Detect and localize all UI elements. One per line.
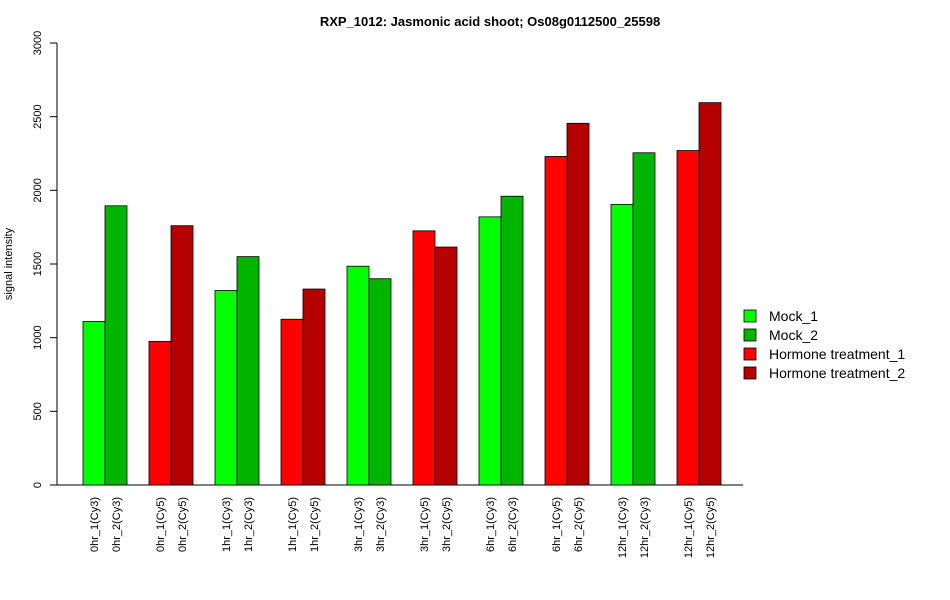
bar [170,225,194,486]
x-tick-label: 3hr_1(Cy3) [353,497,365,552]
bar [478,216,502,486]
x-tick-label: 1hr_1(Cy5) [287,497,299,552]
x-tick-label: 12hr_2(Cy3) [639,497,651,558]
bar [676,150,700,486]
bar [368,278,392,486]
x-tick-label: 6hr_1(Cy3) [485,497,497,552]
legend-label: Mock_2 [769,327,818,343]
x-tick-label: 3hr_1(Cy5) [419,497,431,552]
bar [566,122,590,486]
y-axis-label: signal intensity [3,227,15,300]
bar [280,318,304,486]
legend-swatch [743,309,757,323]
y-tick-label: 2500 [32,104,44,128]
bar [82,321,106,486]
x-tick-label: 0hr_2(Cy3) [111,497,123,552]
x-tick-label: 0hr_1(Cy5) [155,497,167,552]
y-tick-label: 1500 [32,252,44,276]
x-tick-label: 1hr_1(Cy3) [221,497,233,552]
x-tick-label: 1hr_2(Cy3) [243,497,255,552]
x-tick-label: 0hr_2(Cy5) [177,497,189,552]
y-tick-label: 500 [32,402,44,420]
x-tick-label: 3hr_2(Cy5) [441,497,453,552]
legend-label: Hormone treatment_2 [769,365,905,381]
x-tick-labels: 0hr_1(Cy3) 0hr_2(Cy3) 0hr_1(Cy5) 0hr_2(Cy5)… [89,497,717,558]
x-tick-label: 12hr_1(Cy3) [617,497,629,558]
bar [148,340,172,486]
x-tick-label: 6hr_2(Cy3) [507,497,519,552]
bar [302,288,326,486]
legend-label: Hormone treatment_1 [769,346,905,362]
y-tick-label: 0 [32,482,44,488]
y-tick-label: 1000 [32,325,44,349]
bar [698,102,722,486]
bar [632,152,656,486]
legend-swatch [743,328,757,342]
x-tick-label: 0hr_1(Cy3) [89,497,101,552]
legend-swatch [743,366,757,380]
legend-swatch [743,347,757,361]
chart-title: RXP_1012: Jasmonic acid shoot; Os08g0112… [320,14,660,29]
x-tick-label: 3hr_2(Cy3) [375,497,387,552]
bar [610,203,634,486]
y-tick-label: 3000 [32,31,44,55]
bar [434,246,458,486]
x-tick-label: 1hr_2(Cy5) [309,497,321,552]
bar [544,156,568,486]
bar [236,256,260,486]
bar [104,205,128,486]
y-axis: 0 500 1000 1500 2000 2500 3000 [32,31,58,488]
y-tick-label: 2000 [32,178,44,202]
bar [500,195,524,486]
bar [412,230,436,486]
x-tick-label: 12hr_1(Cy5) [683,497,695,558]
x-tick-label: 6hr_2(Cy5) [573,497,585,552]
bar [214,290,238,486]
bar [346,265,370,486]
legend: Mock_1 Mock_2 Hormone treatment_1 Hormone t… [743,308,905,381]
bars [82,102,722,486]
legend-label: Mock_1 [769,308,818,324]
x-tick-label: 12hr_2(Cy5) [705,497,717,558]
x-tick-label: 6hr_1(Cy5) [551,497,563,552]
